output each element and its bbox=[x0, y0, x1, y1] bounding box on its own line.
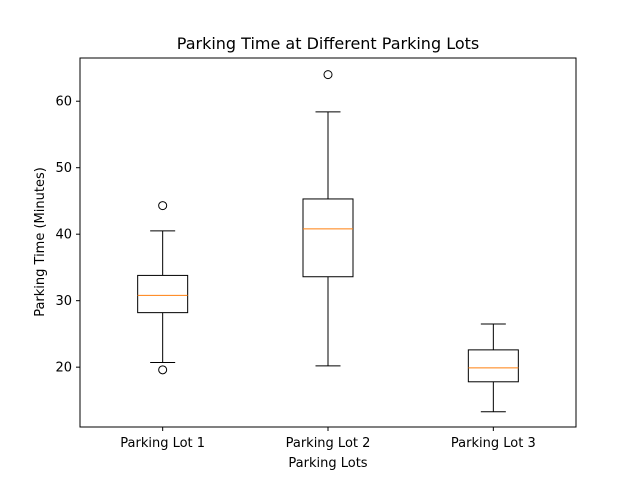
outlier-point bbox=[158, 365, 168, 375]
y-tick-label: 30 bbox=[55, 294, 72, 309]
chart-title: Parking Time at Different Parking Lots bbox=[177, 34, 479, 53]
iqr-box bbox=[302, 198, 354, 278]
x-axis-label: Parking Lots bbox=[288, 456, 367, 471]
y-tick-label: 20 bbox=[55, 361, 72, 376]
y-tick-label: 60 bbox=[55, 95, 72, 110]
y-tick-label: 40 bbox=[55, 228, 72, 243]
plot-frame bbox=[79, 57, 577, 428]
plot-area: 20 30 40 50 60 Parking Lot 1 Parking Lot 2 Park… bbox=[55, 70, 536, 451]
outlier-point bbox=[323, 70, 333, 80]
iqr-box bbox=[137, 274, 189, 314]
iqr-box bbox=[467, 349, 519, 383]
y-tick-label: 50 bbox=[55, 161, 72, 176]
outlier-point bbox=[158, 201, 168, 211]
x-tick-label: Parking Lot 1 bbox=[120, 436, 205, 451]
y-axis-label: Parking Time (Minutes) bbox=[33, 167, 48, 317]
x-tick-label: Parking Lot 3 bbox=[451, 436, 536, 451]
x-tick-label: Parking Lot 2 bbox=[286, 436, 371, 451]
